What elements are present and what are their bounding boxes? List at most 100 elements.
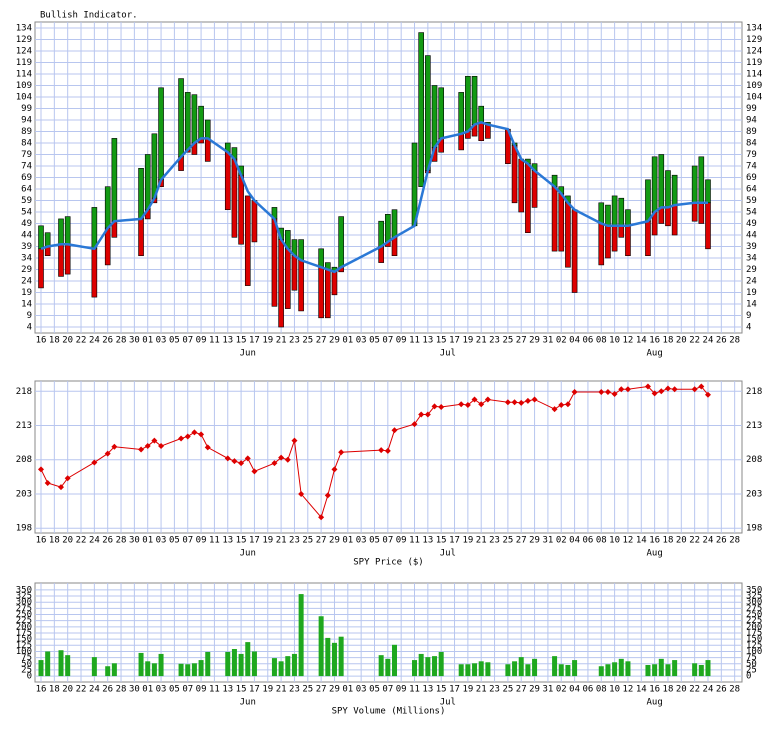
y-tick-label: 275 <box>16 604 32 614</box>
price-point <box>424 411 431 418</box>
x-tick-label: 12 <box>623 536 634 546</box>
month-label: Jun <box>240 698 256 708</box>
x-tick-label: 20 <box>62 336 73 346</box>
x-tick-label: 05 <box>369 536 380 546</box>
x-tick-label: 23 <box>489 336 500 346</box>
month-label: Aug <box>646 349 662 359</box>
bar-above-average <box>698 156 705 204</box>
y-tick-label: 100 <box>16 647 32 657</box>
bar-below-average <box>38 248 44 289</box>
x-tick-label: 24 <box>89 536 100 546</box>
price-point <box>58 484 65 491</box>
y-tick-label: 34 <box>746 254 757 264</box>
x-tick-label: 26 <box>716 336 727 346</box>
price-point <box>44 480 51 487</box>
y-tick-label: 19 <box>746 288 757 298</box>
bar-below-average <box>618 225 625 238</box>
y-tick-label: 134 <box>746 23 762 33</box>
y-tick-label: 250 <box>746 610 762 620</box>
y-tick-label: 29 <box>746 265 757 275</box>
y-tick-label: 213 <box>746 421 762 431</box>
x-tick-label: 05 <box>169 536 180 546</box>
x-tick-label: 28 <box>729 336 740 346</box>
price-point <box>604 388 611 395</box>
x-tick-label: 08 <box>596 685 607 695</box>
price-point <box>658 388 665 395</box>
x-tick-label: 16 <box>649 536 660 546</box>
y-tick-label: 0 <box>746 672 751 682</box>
x-tick-label: 11 <box>409 336 420 346</box>
x-tick-label: 25 <box>502 685 513 695</box>
x-tick-label: 07 <box>382 685 393 695</box>
price-point <box>691 386 698 393</box>
price-point <box>198 431 205 438</box>
price-point <box>651 390 658 397</box>
x-tick-label: 24 <box>703 685 714 695</box>
volume-bar <box>325 637 331 677</box>
x-tick-label: 06 <box>583 336 594 346</box>
volume-bar <box>178 663 184 677</box>
y-tick-label: 34 <box>21 254 32 264</box>
month-label: Jul <box>440 549 456 559</box>
bar-below-average <box>485 124 491 139</box>
price-point <box>138 446 145 453</box>
y-tick-label: 74 <box>746 161 757 171</box>
y-tick-label: 4 <box>27 323 32 333</box>
volume-bar <box>565 665 571 677</box>
bar-below-average <box>611 225 618 252</box>
month-label: Jun <box>240 349 256 359</box>
x-tick-label: 29 <box>329 685 340 695</box>
volume-bar <box>472 663 478 677</box>
price-point <box>291 437 298 444</box>
bar-above-average <box>158 87 164 181</box>
x-tick-label: 18 <box>663 336 674 346</box>
x-tick-label: 31 <box>542 685 553 695</box>
y-tick-label: 54 <box>746 208 757 218</box>
x-tick-label: 24 <box>703 536 714 546</box>
y-tick-label: 150 <box>16 635 32 645</box>
x-tick-label: 07 <box>182 536 193 546</box>
x-tick-label: 21 <box>476 336 487 346</box>
price-point <box>298 490 305 497</box>
price-point <box>251 468 258 475</box>
x-tick-label: 22 <box>76 536 87 546</box>
volume-bar <box>91 657 97 677</box>
x-tick-label: 26 <box>102 336 113 346</box>
price-point <box>104 450 111 457</box>
price-point <box>238 460 245 467</box>
volume-bar <box>485 662 491 677</box>
price-point <box>184 433 191 440</box>
bar-above-average <box>111 138 118 222</box>
volume-bar <box>645 665 651 677</box>
bar-above-average <box>178 78 184 158</box>
volume-bar <box>111 663 117 677</box>
price-point <box>471 396 478 403</box>
x-tick-label: 26 <box>716 685 727 695</box>
y-tick-label: 99 <box>21 104 32 114</box>
bar-above-average <box>611 195 618 227</box>
volume-bar <box>525 664 531 677</box>
price-point <box>551 406 558 413</box>
x-tick-label: 03 <box>356 685 367 695</box>
volume-bar <box>245 642 251 677</box>
bar-above-average <box>431 85 438 148</box>
x-tick-label: 23 <box>489 685 500 695</box>
volume-bar <box>105 666 111 677</box>
x-tick-label: 14 <box>636 685 647 695</box>
y-tick-label: 104 <box>16 92 32 102</box>
x-tick-label: 27 <box>516 536 527 546</box>
x-tick-label: 18 <box>49 536 60 546</box>
volume-bar <box>378 655 384 677</box>
bar-below-average <box>551 186 558 252</box>
x-tick-label: 15 <box>436 336 447 346</box>
bar-above-average <box>598 202 605 224</box>
x-tick-label: 25 <box>502 336 513 346</box>
x-tick-label: 08 <box>596 336 607 346</box>
y-tick-label: 350 <box>16 585 32 595</box>
x-tick-label: 03 <box>356 336 367 346</box>
price-point <box>524 397 531 404</box>
volume-bar <box>705 660 711 677</box>
x-tick-label: 17 <box>249 336 260 346</box>
x-tick-label: 10 <box>609 536 620 546</box>
x-tick-label: 09 <box>396 336 407 346</box>
